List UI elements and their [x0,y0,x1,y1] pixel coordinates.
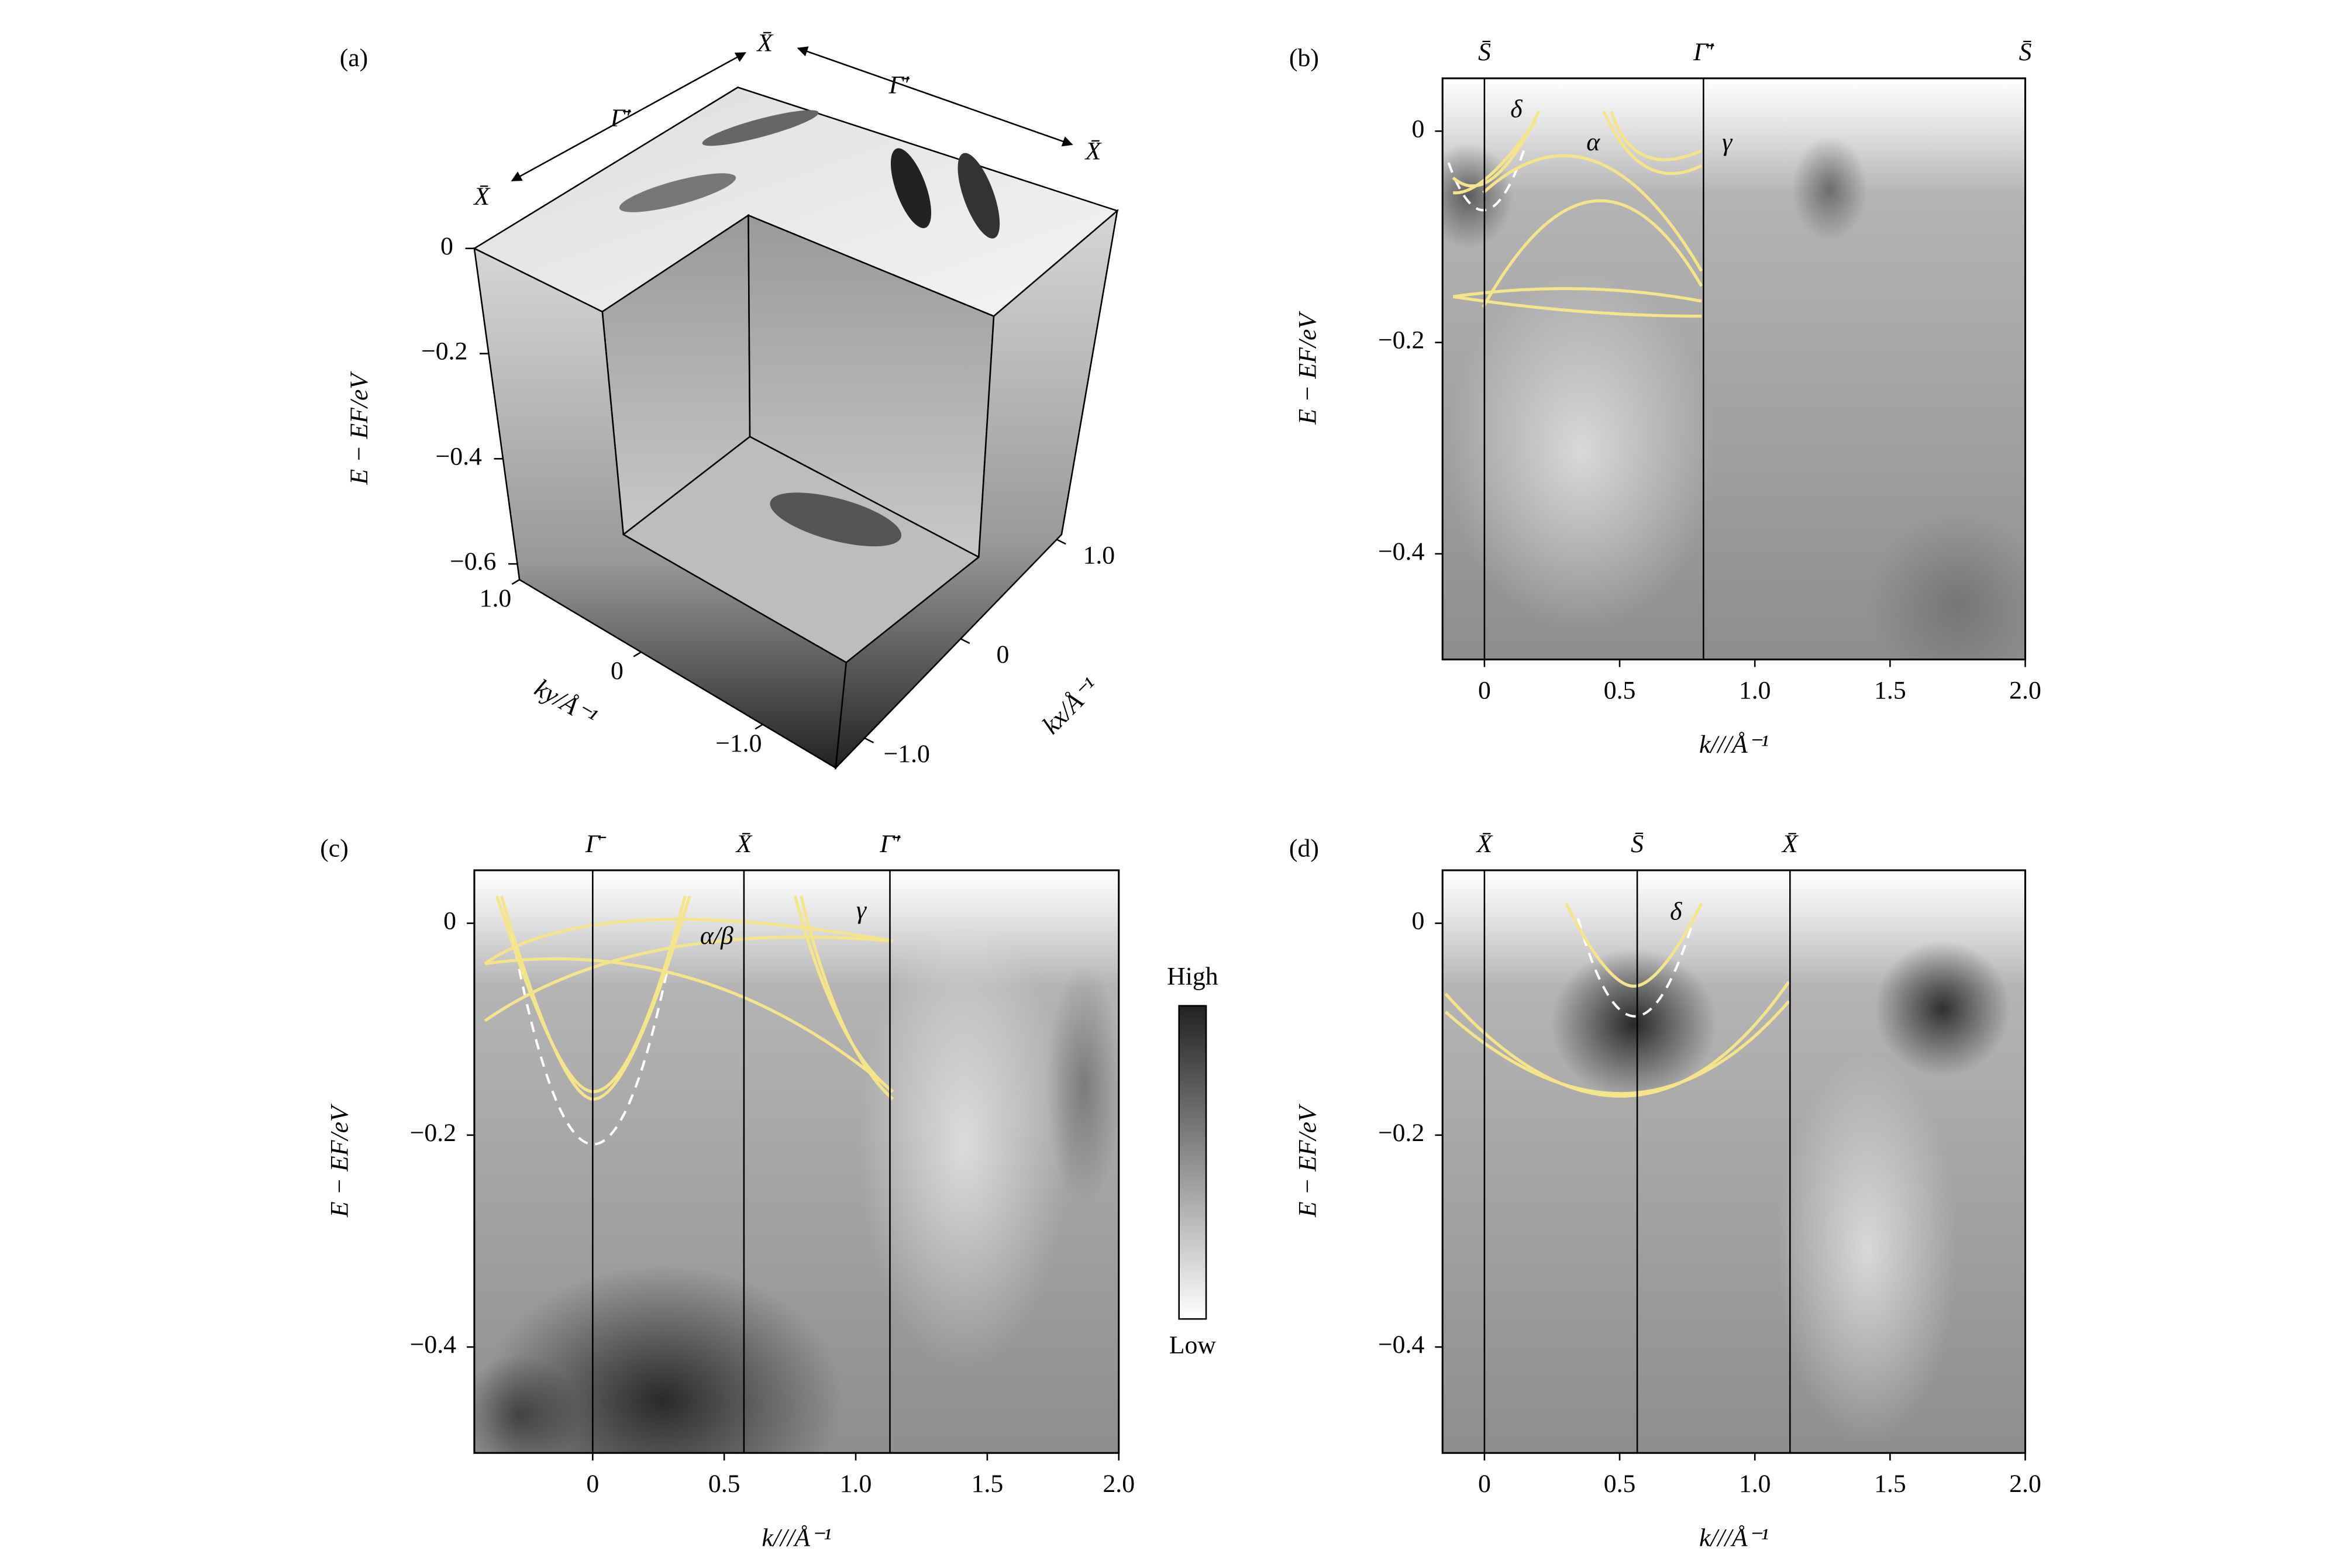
colorbar [1178,1005,1207,1320]
x-tick-label: 0.5 [1604,676,1636,704]
x-tick-label: 0 [1478,676,1491,704]
x-tick-label: 1.0 [840,1470,872,1498]
tick-mark [755,723,763,730]
tick-label: −1.0 [715,729,762,757]
band-label: δ [1670,898,1682,926]
x-axis-label: k///Å⁻¹ [762,1524,831,1552]
panel-label: (a) [340,44,368,72]
band-label: α/β [700,922,733,950]
band-label: γ [1722,128,1733,156]
y-tick-label: −0.4 [1378,1331,1424,1359]
tick-mark [864,737,874,743]
x-tick-label: 2.0 [2009,676,2041,704]
symmetry-label: Γ̄′ [1693,38,1714,66]
y-tick-label: 0 [443,907,456,935]
x-tick-label: 0.5 [708,1470,740,1498]
y-tick-label: 0 [1411,907,1424,935]
band-label: α [1586,128,1600,156]
tick-mark [1056,539,1066,545]
axis-label: ky/Å⁻¹ [530,674,602,732]
x-tick-label: 1.0 [1739,676,1771,704]
x-tick-label: 0 [1478,1470,1491,1498]
tick-label: 0 [997,640,1010,668]
x-tick-label: 0 [586,1470,599,1498]
annotations: δ α γ α/β γ δ High Low [700,95,1733,1360]
symmetry-label: S̄ [2019,38,2032,66]
y-axis-label: E − EF/eV [1294,1104,1322,1218]
tick-label: 0 [440,232,453,260]
axis-label: kx/Å⁻¹ [1037,673,1104,740]
direction-label: X̄ [473,182,491,211]
y-axis-label: E − EF/eV [1294,311,1322,425]
plot-frame [1441,869,2027,1454]
y-axis-label: E − EF/eV [325,1104,353,1218]
symmetry-label: Γ̄′ [879,830,901,858]
colorbar-label: Low [1169,1331,1217,1359]
x-tick-label: 1.5 [1874,1470,1906,1498]
y-tick-label: −0.4 [410,1331,456,1359]
symmetry-label: X̄ [1476,830,1494,858]
symmetry-label: Γ̄ [585,830,607,858]
direction-label: X̄ [1084,137,1103,166]
band-label: γ [856,896,867,924]
plot-frame [473,869,1120,1454]
direction-label: Γ̄′ [609,104,631,132]
direction-label: Γ̄′ [888,71,910,99]
tick-label: 1.0 [480,584,512,612]
y-tick-label: 0 [1411,115,1424,143]
y-tick-label: −0.4 [1378,537,1424,566]
y-tick-label: −0.2 [410,1119,456,1147]
tick-label: 0 [611,657,624,685]
x-tick-label: 2.0 [2009,1470,2041,1498]
tick-mark [633,651,642,657]
symmetry-label: X̄ [1781,830,1799,858]
plot-frame [1441,77,2027,661]
panel-label: (b) [1289,44,1319,72]
band-label: δ [1510,95,1523,123]
x-axis-label: k///Å⁻¹ [1699,1524,1769,1552]
x-tick-label: 1.0 [1739,1470,1771,1498]
tick-label: −0.2 [421,337,467,366]
x-tick-label: 2.0 [1103,1470,1135,1498]
panel-label: (c) [320,835,349,863]
colorbar-label: High [1167,962,1218,990]
x-tick-label: 1.5 [972,1470,1004,1498]
tick-mark [960,638,970,645]
y-tick-label: −0.2 [1378,1119,1424,1147]
symmetry-label: S̄ [1631,830,1644,858]
tick-label: −0.6 [450,547,496,575]
axes: (a) 0 −0.2 −0.4 −0.6 1.0 0 −1.0 1.0 0 −1.0 (b) S̄ Γ̄′… [320,38,2041,1552]
tick-label: 1.0 [1083,541,1115,569]
tick-label: −0.4 [436,442,482,470]
symmetry-label: S̄ [1478,38,1491,66]
intensity-features [474,135,2026,1453]
x-tick-label: 0.5 [1604,1470,1636,1498]
cube-side [835,209,1119,770]
x-tick-label: 1.5 [1874,676,1906,704]
direction-label: X̄ [756,29,774,57]
axis-label: E − EF/eV [345,371,373,485]
symmetry-label: X̄ [735,830,753,858]
tick-mark [511,579,520,585]
y-tick-label: −0.2 [1378,326,1424,354]
cube [473,46,1119,770]
tick-label: −1.0 [883,740,929,768]
panel-label: (d) [1289,835,1319,863]
x-axis-label: k///Å⁻¹ [1699,730,1769,759]
